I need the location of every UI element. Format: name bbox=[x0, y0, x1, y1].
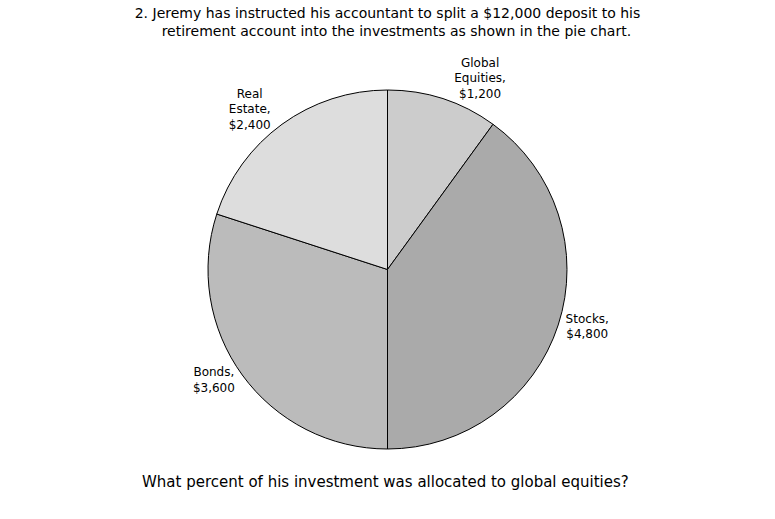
svg-text:What percent of his investment: What percent of his investment was alloc… bbox=[142, 473, 629, 491]
svg-text:RealEstate,$2,400: RealEstate,$2,400 bbox=[229, 87, 271, 132]
svg-text:2. Jeremy has instructed his a: 2. Jeremy has instructed his accountant … bbox=[135, 5, 641, 39]
svg-text:Bonds,$3,600: Bonds,$3,600 bbox=[193, 365, 235, 395]
svg-text:GlobalEquities,$1,200: GlobalEquities,$1,200 bbox=[454, 56, 506, 101]
svg-text:Stocks,$4,800: Stocks,$4,800 bbox=[566, 312, 609, 342]
